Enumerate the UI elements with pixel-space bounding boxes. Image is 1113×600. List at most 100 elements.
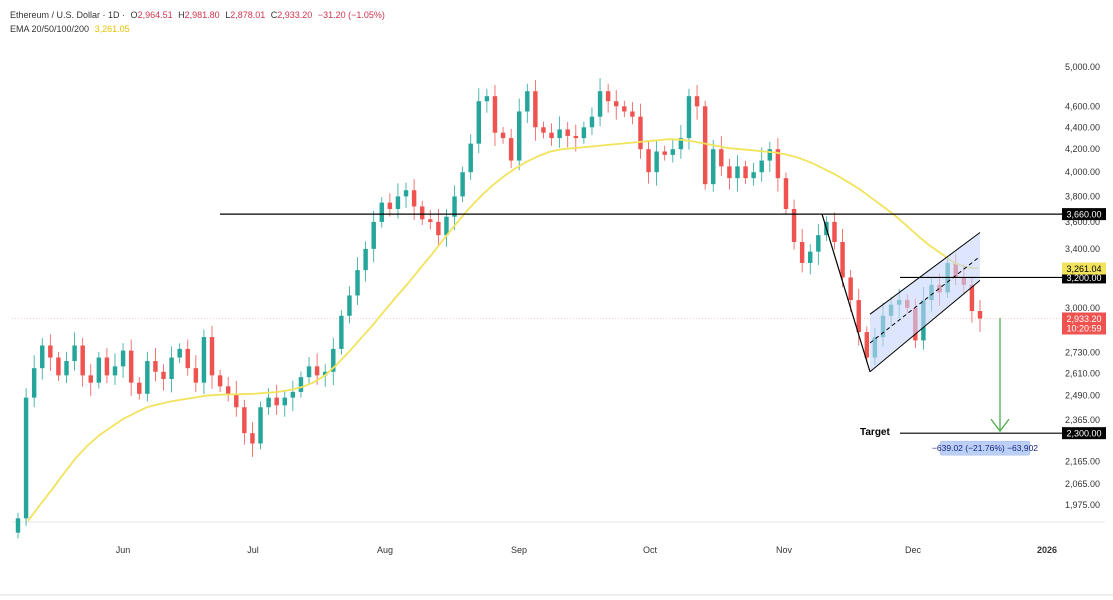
- candle: [727, 158, 732, 190]
- candle-body: [403, 190, 409, 197]
- candle-body: [573, 135, 579, 139]
- candle: [549, 123, 554, 146]
- candle-body: [525, 91, 530, 112]
- x-tick-label: Aug: [377, 545, 393, 555]
- measure-box-bg: [939, 440, 1031, 456]
- candle: [177, 343, 182, 364]
- candle: [799, 228, 805, 273]
- candle-body: [242, 407, 247, 434]
- candle-body: [864, 332, 870, 358]
- candle-body: [791, 208, 797, 242]
- candle-body: [169, 357, 174, 379]
- y-tick-label: 4,200.00: [1065, 144, 1100, 154]
- y-tick-label: 2,165.00: [1065, 457, 1100, 467]
- candle-body: [209, 337, 215, 376]
- candle-body: [444, 216, 449, 236]
- candle: [557, 116, 562, 148]
- candle: [808, 244, 813, 275]
- candle-body: [783, 178, 789, 209]
- legend-row-ema: EMA 20/50/100/200 3,261.05: [10, 22, 385, 36]
- legend-ema-value: 3,261.05: [94, 24, 130, 34]
- candle: [492, 84, 498, 147]
- candle: [363, 241, 368, 282]
- candle-body: [565, 129, 570, 136]
- candle: [864, 326, 870, 364]
- candle: [476, 88, 482, 154]
- x-tick-label: Jun: [116, 545, 131, 555]
- candle-body: [23, 397, 29, 519]
- candle: [686, 88, 692, 150]
- candle: [371, 210, 376, 263]
- candle-body: [379, 202, 385, 222]
- candle-body: [258, 407, 263, 444]
- candle: [452, 185, 457, 231]
- candle: [630, 102, 635, 125]
- candle-body: [605, 91, 611, 102]
- candle: [500, 127, 506, 144]
- legend-open: 2,964.51: [137, 10, 173, 20]
- candle-body: [363, 248, 368, 271]
- x-tick-label: Oct: [643, 545, 658, 555]
- candle: [662, 145, 667, 161]
- level-tag-label: 3,660.00: [1066, 210, 1101, 220]
- candle: [250, 421, 255, 457]
- candle-body: [840, 241, 845, 278]
- candle-body: [185, 348, 190, 369]
- candle-body: [638, 116, 643, 150]
- candle-body: [613, 101, 619, 107]
- candle-body: [15, 518, 21, 533]
- last-price-tag-bg: [1062, 312, 1106, 335]
- candle-body: [80, 345, 85, 376]
- candle: [589, 107, 595, 135]
- candle-body: [516, 111, 522, 161]
- candle: [573, 124, 579, 152]
- candle-body: [686, 96, 692, 139]
- x-axis: Jun Jul Aug Sep Oct Nov Dec 2026: [116, 545, 1057, 555]
- y-tick-label: 2,490.00: [1065, 391, 1100, 401]
- level-tag-label: 3,200.00: [1066, 273, 1101, 283]
- legend-high-label: H: [178, 10, 185, 20]
- candle-body: [201, 337, 207, 383]
- candle-body: [630, 111, 635, 117]
- candle: [234, 380, 239, 417]
- candle: [169, 346, 174, 393]
- candle: [702, 100, 708, 190]
- candle: [104, 348, 110, 383]
- y-tick-label: 3,000.00: [1065, 303, 1100, 313]
- candle: [96, 351, 102, 389]
- candle-body: [969, 284, 975, 312]
- candle: [145, 351, 150, 402]
- candle-body: [719, 149, 724, 167]
- candle: [387, 193, 393, 217]
- ema-tag: 3,261.04: [1062, 262, 1106, 275]
- candle: [460, 166, 465, 203]
- candle-body: [751, 172, 756, 179]
- countdown-label: 10:20:59: [1066, 323, 1101, 333]
- candle: [88, 364, 93, 397]
- candle: [533, 80, 538, 141]
- candle: [201, 329, 207, 395]
- candle-body: [112, 366, 118, 376]
- candle: [856, 288, 861, 346]
- candle: [654, 140, 659, 186]
- candle-body: [476, 101, 482, 144]
- candle: [775, 138, 781, 192]
- candle-body: [48, 345, 53, 358]
- candle: [484, 88, 490, 113]
- candle-body: [484, 96, 490, 102]
- candle-body: [557, 129, 562, 139]
- x-tick-label: Jul: [247, 545, 259, 555]
- candle-body: [128, 350, 134, 383]
- candle-body: [759, 160, 764, 173]
- candle: [403, 182, 409, 208]
- candle: [468, 134, 473, 180]
- candle-body: [266, 397, 271, 408]
- candle-body: [96, 357, 102, 383]
- candle: [848, 269, 853, 312]
- candle-body: [743, 166, 748, 179]
- y-tick-label: 2,365.00: [1065, 415, 1100, 425]
- candle-body: [670, 149, 676, 155]
- candle: [161, 364, 166, 391]
